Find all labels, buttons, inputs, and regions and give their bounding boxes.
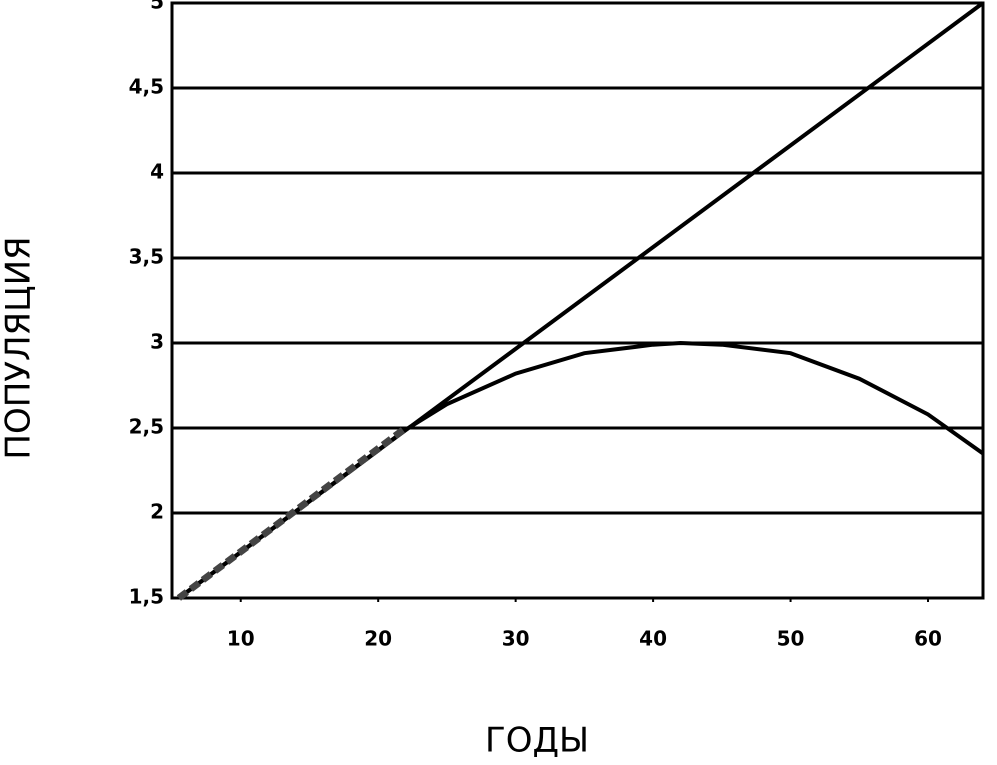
y-tick-label: 2: [150, 500, 164, 524]
x-tick-label: 40: [639, 627, 667, 651]
y-tick-label: 2,5: [129, 415, 164, 439]
x-tick-label: 50: [777, 627, 805, 651]
y-tick-label: 1,5: [129, 585, 164, 609]
x-tick-label: 10: [227, 627, 255, 651]
y-axis-label: ПОПУЛЯЦИЯ: [0, 236, 39, 459]
plot-frame: [170, 1, 985, 600]
y-tick-label: 3: [150, 330, 164, 354]
x-tick-label: 20: [364, 627, 392, 651]
x-tick-label: 60: [914, 627, 942, 651]
y-tick-label: 4: [150, 160, 164, 184]
x-tick-label: 30: [502, 627, 530, 651]
series-line: [177, 340, 985, 600]
y-tick-label: 5: [150, 0, 164, 14]
x-axis-label: ГОДЫ: [485, 721, 589, 761]
y-tick-label: 3,5: [129, 245, 164, 269]
y-tick-label: 4,5: [129, 75, 164, 99]
series-line: [176, 425, 408, 601]
